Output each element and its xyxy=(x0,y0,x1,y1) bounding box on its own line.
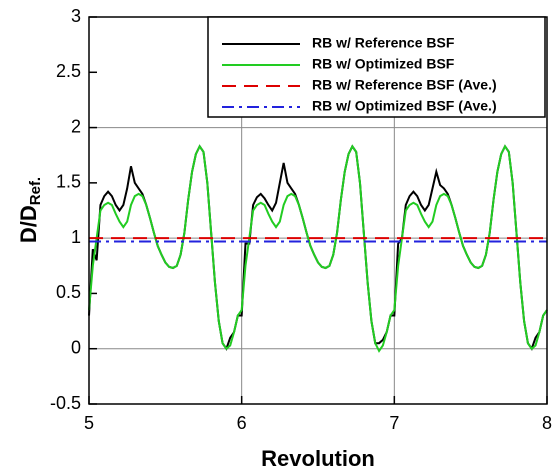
y-tick-label: 3 xyxy=(71,6,81,26)
legend-label: RB w/ Reference BSF (Ave.) xyxy=(312,77,497,93)
y-tick-label: -0.5 xyxy=(50,393,81,413)
y-tick-label: 2 xyxy=(71,116,81,136)
y-axis-label: D/DRef. xyxy=(16,177,44,243)
y-tick-label: 1 xyxy=(71,227,81,247)
y-tick-label: 0.5 xyxy=(56,282,81,302)
legend-box xyxy=(207,16,546,118)
data-line xyxy=(88,144,548,353)
legend-label: RB w/ Optimized BSF (Ave.) xyxy=(312,98,497,114)
y-tick-label: 2.5 xyxy=(56,61,81,81)
legend-label: RB w/ Reference BSF xyxy=(312,35,455,51)
y-axis-label-main: D/D xyxy=(16,205,41,243)
x-tick-label: 8 xyxy=(542,413,552,433)
y-axis-label-sub: Ref. xyxy=(27,177,44,205)
y-tick-label: 1.5 xyxy=(56,172,81,192)
y-tick-label: 0 xyxy=(71,337,81,357)
legend-label: RB w/ Optimized BSF xyxy=(312,56,455,72)
x-axis-label: Revolution xyxy=(261,446,375,471)
x-tick-label: 6 xyxy=(237,413,247,433)
x-tick-label: 5 xyxy=(84,413,94,433)
x-tick-label: 7 xyxy=(389,413,399,433)
